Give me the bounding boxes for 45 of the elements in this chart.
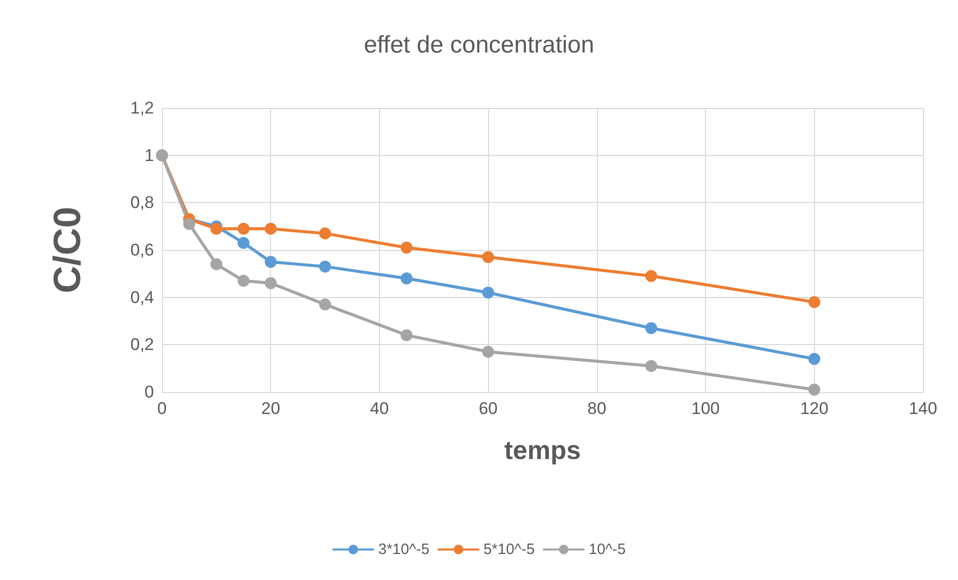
legend-label: 10^-5 [588,541,626,558]
point [238,236,250,249]
x-tick-label: 80 [587,399,606,418]
point [400,329,413,342]
y-tick-label: 0,8 [130,193,154,212]
point [319,227,332,240]
x-tick-label: 60 [478,399,498,418]
point [808,384,820,396]
x-tick-label: 120 [800,399,828,418]
point [482,251,494,264]
point [808,296,820,308]
point [238,274,250,287]
legend-label: 5*10^-5 [483,541,535,558]
point [264,222,277,235]
x-axis-title: temps [504,435,581,465]
chart-title: effet de concentration [364,32,594,58]
y-tick-label: 0,2 [130,335,154,354]
point [400,242,413,254]
point [482,346,494,358]
x-tick-label: 140 [908,399,938,418]
y-axis-title: C/C0 [47,206,89,294]
point [645,270,658,282]
x-tick-label: 20 [261,399,280,418]
x-tick-label: 0 [157,399,167,418]
point [210,222,222,235]
point [319,260,332,273]
point [482,286,494,299]
point [400,272,413,284]
point [319,298,332,310]
x-tick-label: 40 [370,399,389,418]
point [210,258,222,270]
point [645,360,658,372]
x-tick-label: 100 [691,399,720,418]
point [645,322,658,334]
y-tick-label: 1 [144,146,154,165]
point [238,222,250,235]
y-tick-label: 0 [144,382,154,402]
y-tick-label: 0,6 [130,240,154,260]
point [264,277,277,290]
point [808,352,820,365]
point [183,218,196,230]
legend-label: 3*10^-5 [378,541,430,558]
y-tick-label: 0,4 [130,288,154,307]
point [264,256,277,268]
y-tick-label: 1,2 [130,98,154,118]
